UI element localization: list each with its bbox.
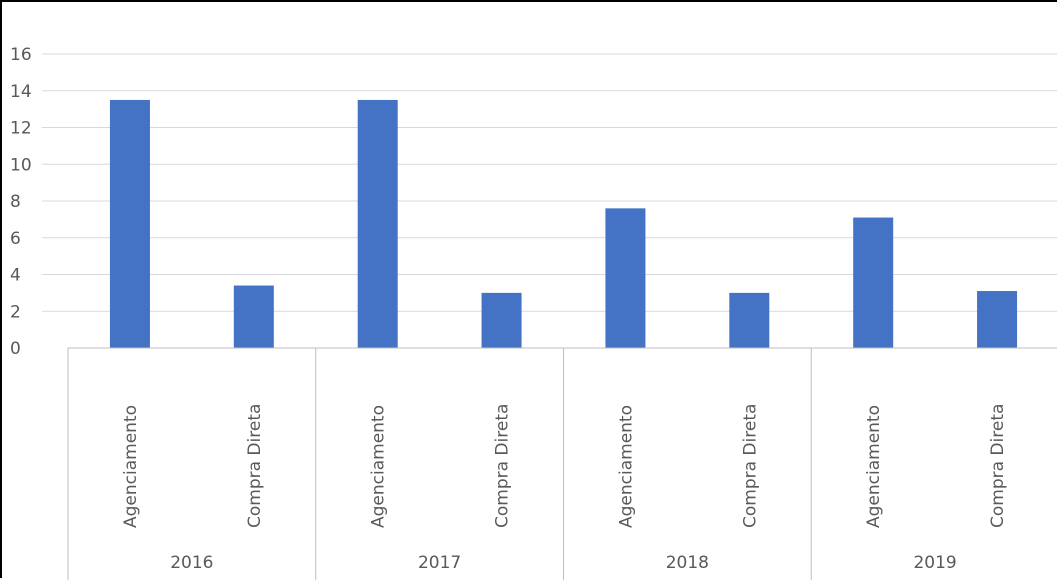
- bar: [977, 291, 1017, 348]
- bar: [729, 293, 769, 348]
- x-category-label: Compra Direta: [493, 404, 513, 528]
- x-category-label: Agenciamento: [121, 405, 141, 528]
- x-group-label: 2016: [170, 553, 213, 573]
- y-tick-label: 12: [10, 119, 32, 139]
- x-group-label: 2018: [666, 553, 709, 573]
- x-category-label: Agenciamento: [864, 405, 884, 528]
- bar: [110, 100, 150, 348]
- gridlines: [42, 54, 1057, 311]
- y-tick-label: 8: [10, 192, 21, 212]
- x-category-label: Agenciamento: [369, 405, 389, 528]
- bar: [482, 293, 522, 348]
- y-tick-label: 0: [10, 339, 21, 359]
- category-labels: Agenciamento Compra Direta Agenciamento Com…: [121, 404, 1008, 528]
- x-axis: [68, 348, 1057, 580]
- x-category-label: Compra Direta: [245, 404, 265, 528]
- x-group-label: 2019: [913, 553, 956, 573]
- x-category-label: Compra Direta: [740, 404, 760, 528]
- x-group-label: 2017: [418, 553, 461, 573]
- y-tick-label: 2: [10, 302, 21, 322]
- y-tick-label: 16: [10, 45, 32, 65]
- y-tick-label: 10: [10, 155, 32, 175]
- y-tick-label: 4: [10, 266, 21, 286]
- x-category-label: Agenciamento: [616, 405, 636, 528]
- bar: [234, 286, 274, 348]
- bar: [853, 218, 893, 348]
- bar: [605, 208, 645, 348]
- y-axis-ticks: 0 2 4 6 8 10 12 14 16: [10, 45, 32, 359]
- bar: [358, 100, 398, 348]
- x-category-label: Compra Direta: [988, 404, 1008, 528]
- y-tick-label: 14: [10, 82, 32, 102]
- y-tick-label: 6: [10, 229, 21, 249]
